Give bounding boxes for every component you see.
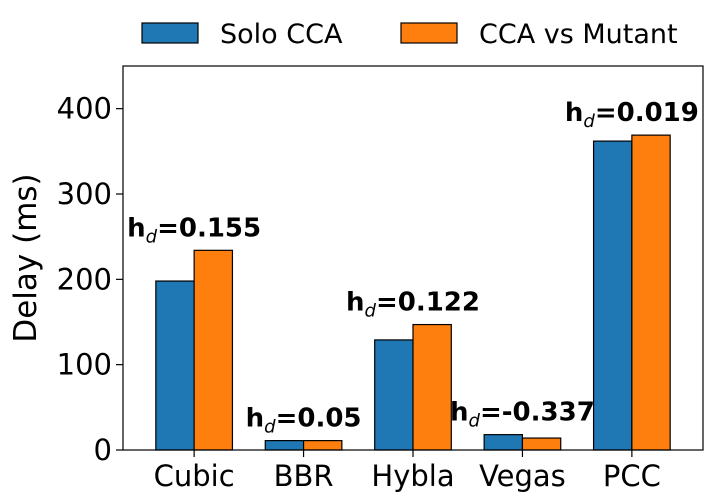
annotation-vegas: hd=-0.337 bbox=[450, 398, 595, 432]
annotation-bbr: hd=0.05 bbox=[246, 404, 362, 438]
bar-bbr-series-2 bbox=[302, 440, 343, 451]
y-tick-label: 200 bbox=[57, 262, 112, 296]
bar-pcc-series-2 bbox=[631, 134, 671, 451]
x-tick-label-vegas: Vegas bbox=[479, 459, 566, 493]
annotations: hd=0.155 hd=0.05 hd=0.122 hd=-0.337 hd=0.019 bbox=[127, 98, 699, 437]
x-tick-label-bbr: BBR bbox=[274, 459, 334, 493]
annotation-hybla: hd=0.122 bbox=[346, 288, 480, 322]
y-tick-label: 100 bbox=[57, 348, 112, 382]
x-tick-label-pcc: PCC bbox=[603, 459, 661, 493]
y-tick-label: 400 bbox=[57, 92, 112, 126]
x-tick-label-cubic: Cubic bbox=[154, 459, 235, 493]
bar-cubic-series-1 bbox=[155, 280, 195, 451]
y-tick-label: 0 bbox=[94, 433, 112, 467]
bar-vegas-series-2 bbox=[521, 437, 562, 451]
y-tick-label: 300 bbox=[57, 177, 112, 211]
bar-hybla-series-1 bbox=[374, 339, 414, 451]
bar-bbr-series-1 bbox=[264, 440, 305, 451]
legend: Solo CCA CCA vs Mutant bbox=[141, 19, 678, 50]
legend-label-1: Solo CCA bbox=[220, 19, 343, 50]
y-axis-title: Delay (ms) bbox=[8, 173, 44, 342]
annotation-cubic: hd=0.155 bbox=[127, 213, 261, 247]
y-axis: 0 100 200 300 400 bbox=[57, 92, 123, 467]
annotation-pcc: hd=0.019 bbox=[565, 98, 699, 132]
x-axis: Cubic BBR Hybla Vegas PCC bbox=[154, 450, 661, 493]
bars bbox=[155, 134, 671, 451]
bar-vegas-series-1 bbox=[483, 434, 524, 451]
legend-swatch-1 bbox=[141, 22, 199, 44]
bar-pcc-series-1 bbox=[592, 140, 633, 451]
legend-label-2: CCA vs Mutant bbox=[479, 19, 678, 50]
x-tick-label-hybla: Hybla bbox=[371, 459, 454, 493]
bar-cubic-series-2 bbox=[193, 249, 234, 451]
legend-swatch-2 bbox=[400, 22, 458, 44]
bar-hybla-series-2 bbox=[412, 323, 452, 451]
